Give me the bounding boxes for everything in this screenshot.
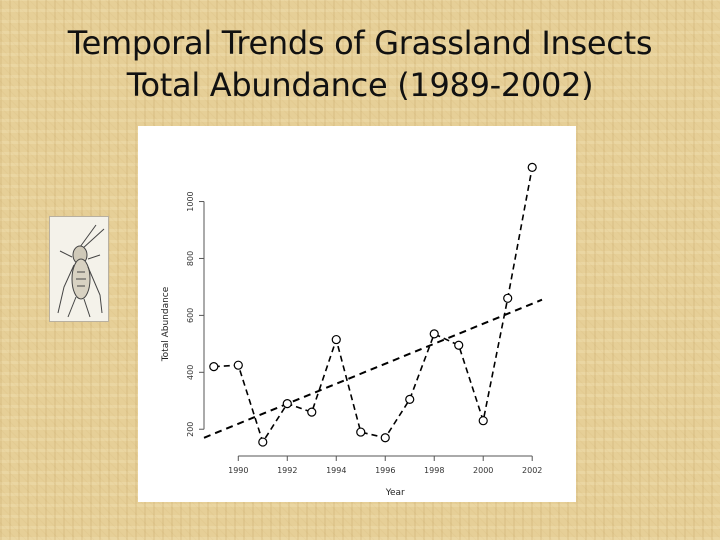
data-point <box>380 433 390 443</box>
x-tick-label: 2002 <box>522 466 542 475</box>
x-ticks: 1990 1992 1994 1996 1998 2000 2002 <box>228 456 542 475</box>
x-tick-label: 1992 <box>277 466 297 475</box>
x-tick-label: 1996 <box>375 466 395 475</box>
series-lines <box>203 167 543 444</box>
y-tick-label: 200 <box>186 422 195 437</box>
data-point <box>454 340 464 350</box>
slide-title: Temporal Trends of Grassland Insects Tot… <box>0 22 720 106</box>
chart-svg: 200 400 600 800 1000 1990 1992 1994 1996 1998 200… <box>161 162 543 498</box>
data-point <box>356 427 366 437</box>
y-tick-label: 600 <box>186 308 195 323</box>
data-point <box>503 293 513 303</box>
abundance-line <box>213 167 533 444</box>
x-axis-label: Year <box>385 488 405 498</box>
y-tick-label: 400 <box>186 365 195 380</box>
grasshopper-icon <box>49 216 109 322</box>
data-point <box>307 407 317 417</box>
y-axis-label: Total Abundance <box>161 286 171 362</box>
y-tick-label: 1000 <box>186 191 195 211</box>
data-point <box>233 360 243 370</box>
trend-line <box>203 298 543 439</box>
data-point <box>429 329 439 339</box>
x-tick-label: 1994 <box>326 466 346 475</box>
slide-title-line-2: Total Abundance (1989-2002) <box>126 66 594 104</box>
data-point <box>282 399 292 409</box>
data-point <box>331 334 341 345</box>
y-ticks: 200 400 600 800 1000 <box>186 191 204 437</box>
data-point <box>405 394 415 404</box>
data-point <box>478 416 488 426</box>
x-tick-label: 2000 <box>473 466 493 475</box>
chart-panel: 200 400 600 800 1000 1990 1992 1994 1996 1998 200… <box>138 126 576 502</box>
slide-title-line-1: Temporal Trends of Grassland Insects <box>67 24 653 62</box>
data-point <box>258 437 268 447</box>
data-point <box>209 362 219 372</box>
y-tick-label: 800 <box>186 251 195 266</box>
x-tick-label: 1998 <box>424 466 444 475</box>
data-points <box>209 162 537 447</box>
x-tick-label: 1990 <box>228 466 248 475</box>
data-point <box>527 162 537 172</box>
